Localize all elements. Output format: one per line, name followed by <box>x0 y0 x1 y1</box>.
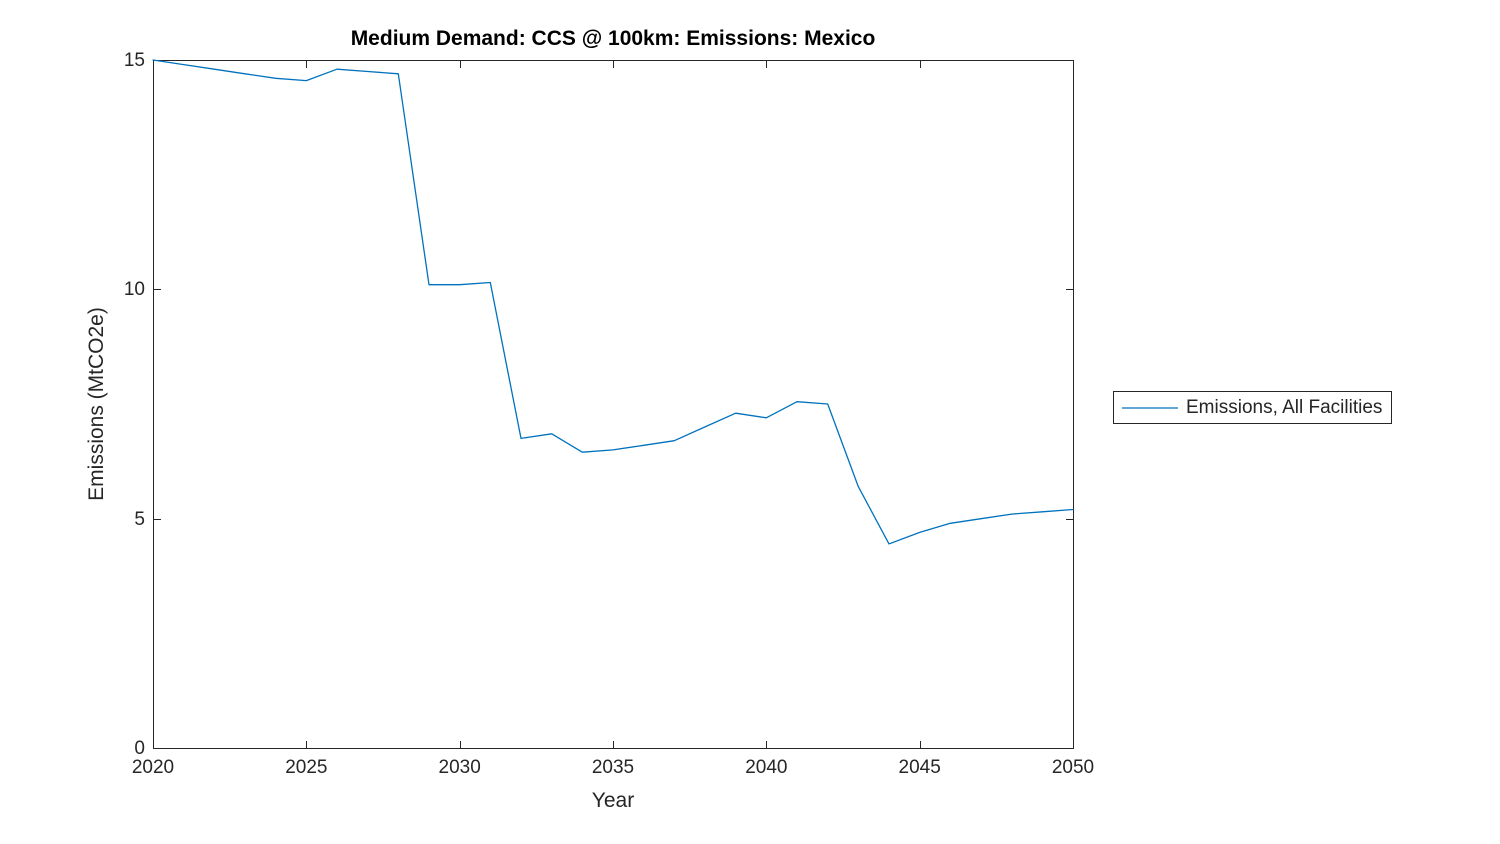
axes-box <box>153 60 1074 749</box>
legend: Emissions, All Facilities <box>1113 391 1392 424</box>
y-tick-label: 5 <box>134 508 145 530</box>
y-tick-label: 0 <box>134 738 145 759</box>
x-tick-label: 2040 <box>745 757 788 778</box>
legend-line-sample <box>1122 406 1178 409</box>
y-tick-label: 10 <box>123 279 145 301</box>
x-tick-label: 2045 <box>898 757 941 778</box>
legend-entry-label: Emissions, All Facilities <box>1186 396 1383 418</box>
x-tick-label: 2050 <box>1051 757 1095 778</box>
y-tick-label: 15 <box>123 50 145 71</box>
x-tick-label: 2035 <box>591 757 635 778</box>
x-tick-label: 2030 <box>438 757 481 778</box>
series-line <box>152 59 1074 545</box>
x-tick-label: 2020 <box>131 757 175 778</box>
chart-title: Medium Demand: CCS @ 100km: Emissions: M… <box>350 27 876 50</box>
x-axis-label: Year <box>591 789 635 812</box>
x-tick-label: 2025 <box>285 757 328 778</box>
